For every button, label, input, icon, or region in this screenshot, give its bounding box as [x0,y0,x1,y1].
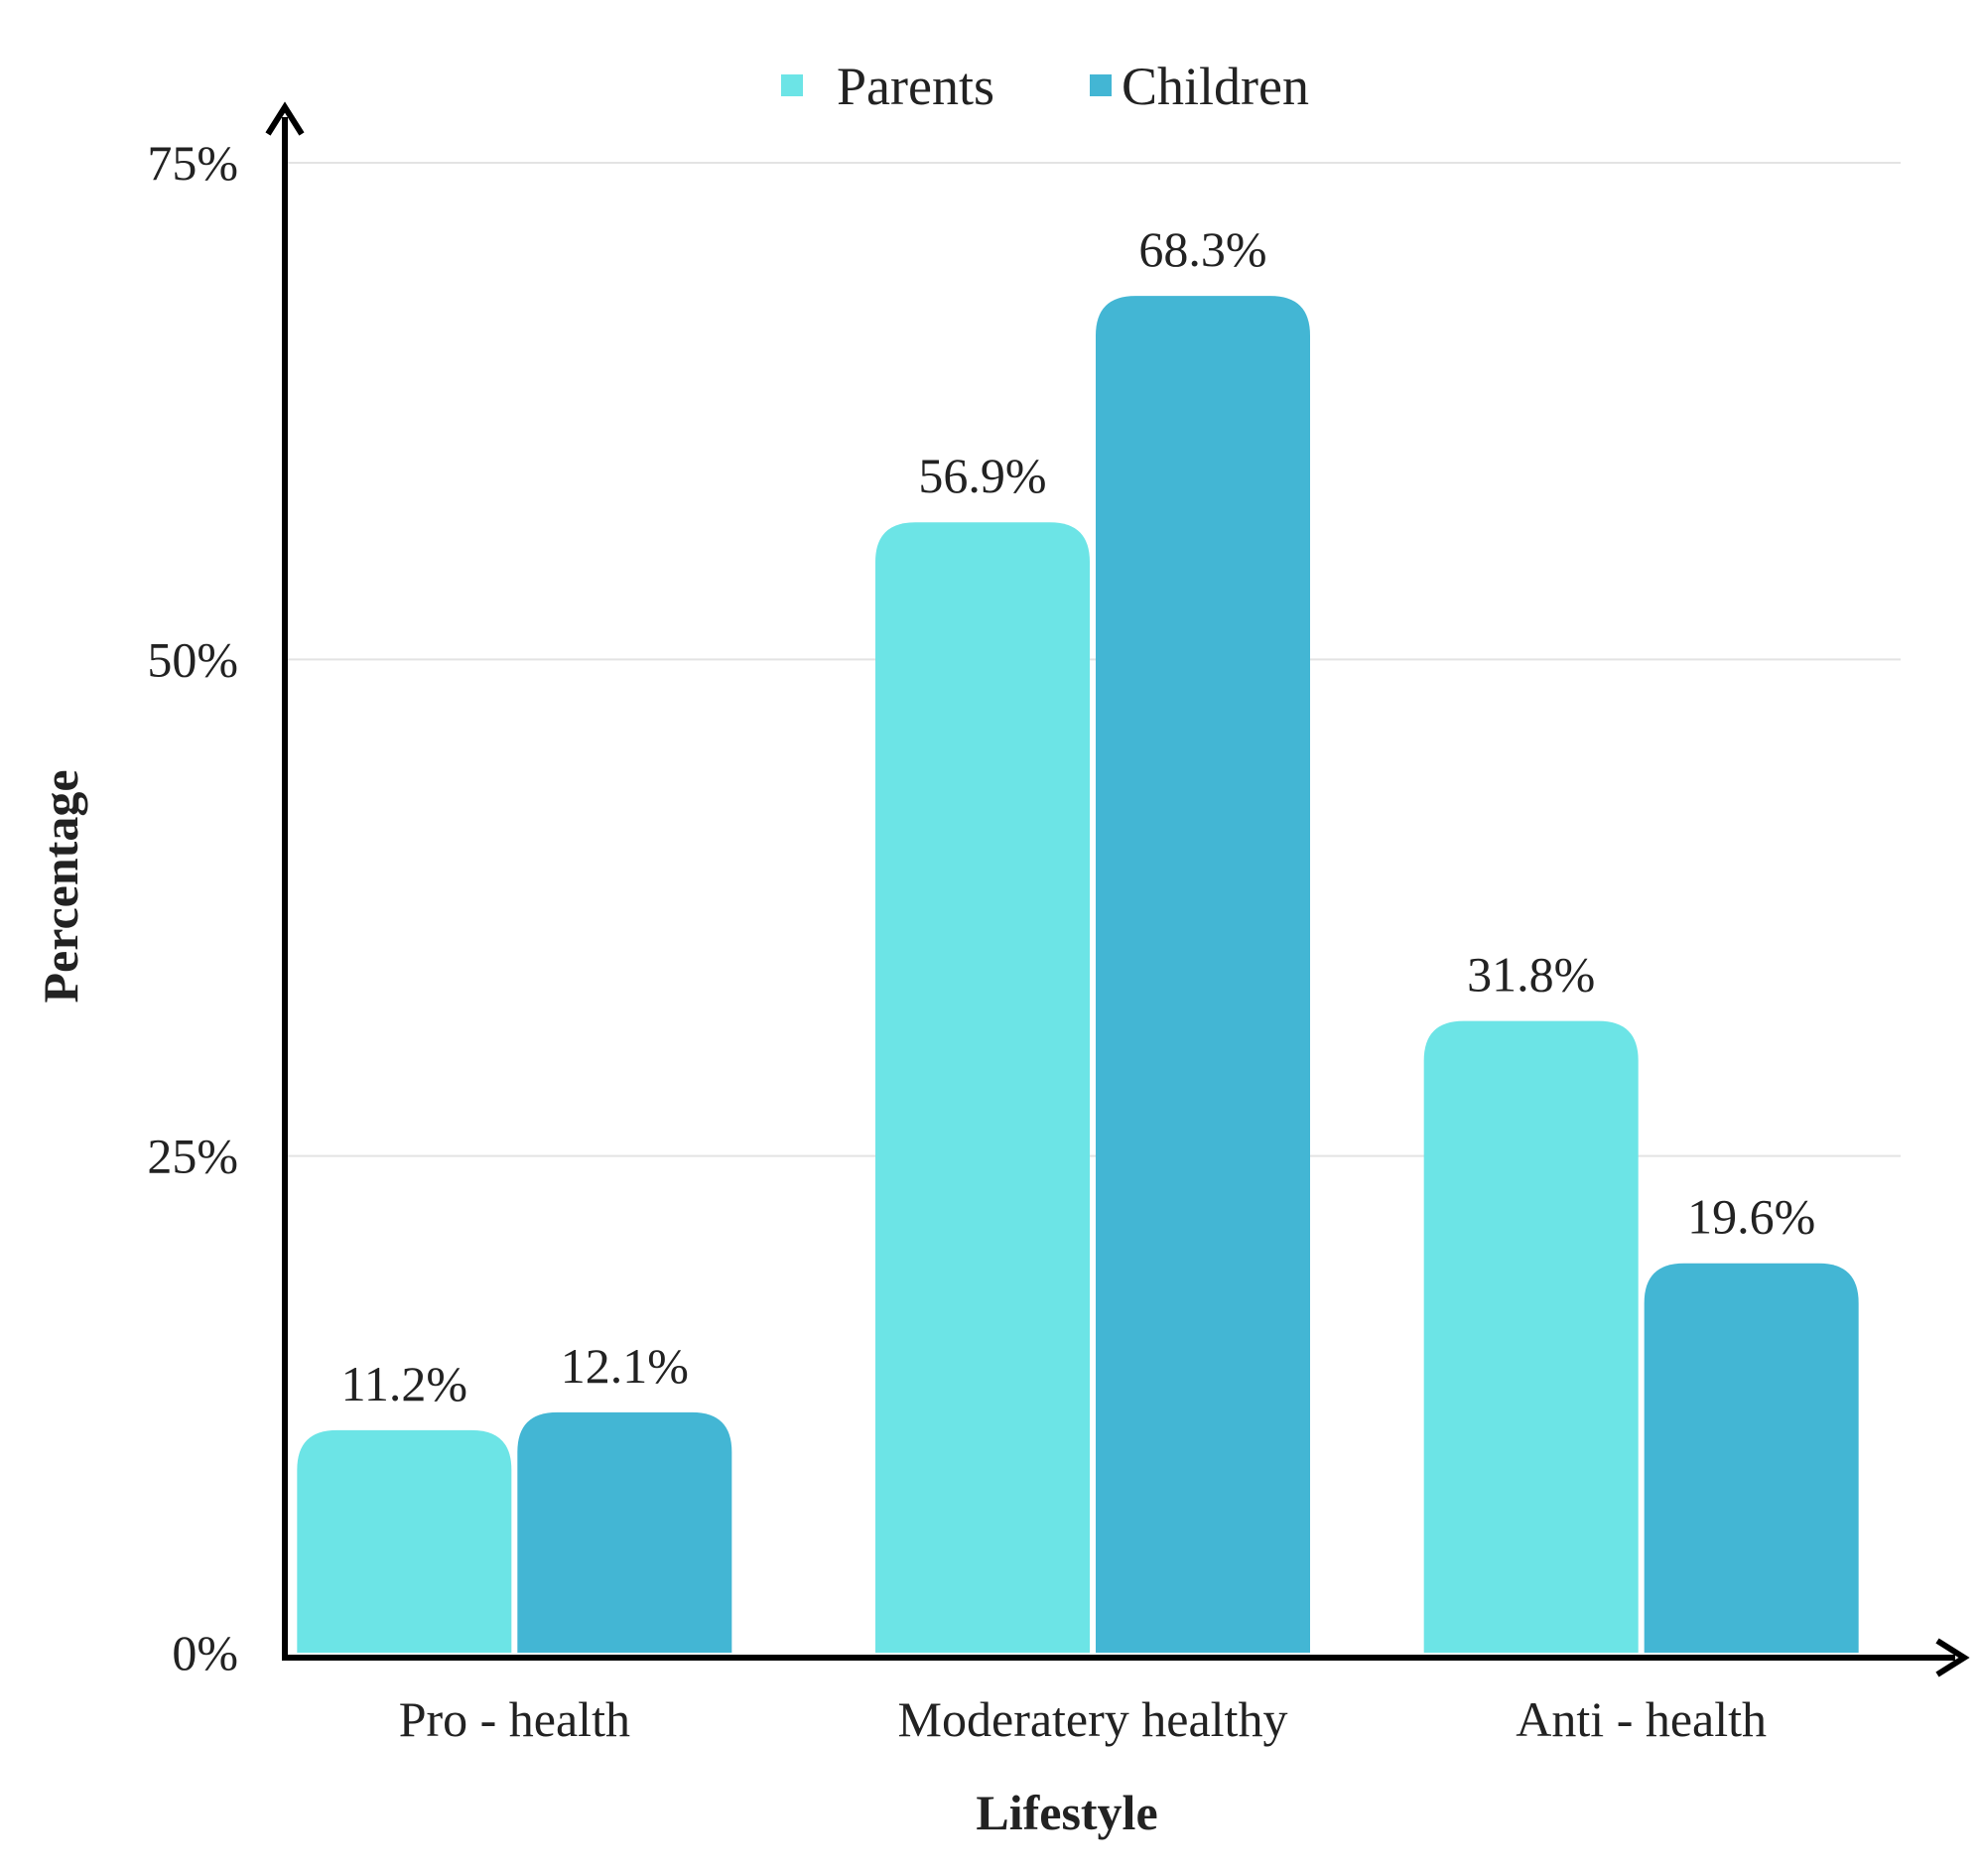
data-label: 68.3% [1138,221,1266,277]
x-axis-title: Lifestyle [976,1785,1157,1840]
grid-lines [285,162,1901,1157]
bar-children [1096,296,1310,1653]
x-category-label: Anti - health [1516,1691,1767,1747]
y-tick-labels: 0% 25% 50% 75% [147,135,238,1680]
data-label: 11.2% [341,1356,467,1411]
data-label: 12.1% [561,1338,689,1394]
bar-parents [875,522,1090,1653]
data-label: 19.6% [1687,1189,1815,1245]
y-tick-label: 75% [147,135,238,191]
legend-label-parents: Parents [837,57,994,116]
category-labels: Pro - health Moderatery healthy Anti - hea… [399,1691,1767,1747]
x-category-label: Moderatery healthy [898,1691,1288,1747]
y-axis-arrow-icon [265,101,305,136]
legend-swatch-children [1090,74,1112,96]
y-axis-title: Percentage [33,769,88,1003]
legend-label-children: Children [1122,57,1309,116]
bar-parents [1423,1020,1639,1653]
x-category-label: Pro - health [399,1691,630,1747]
legend: Parents Children [781,57,1309,116]
bar-parents [297,1429,512,1653]
bar-children [1644,1263,1859,1653]
y-tick-label: 0% [172,1625,238,1680]
x-axis-arrow-icon [1935,1638,1970,1677]
y-tick-label: 50% [147,631,238,687]
data-label: 56.9% [918,448,1046,503]
legend-swatch-parents [781,74,803,96]
data-label: 31.8% [1467,947,1595,1003]
y-tick-label: 25% [147,1129,238,1184]
bars [297,296,1859,1653]
axes [265,101,1970,1677]
data-labels: 11.2% 12.1% 56.9% 68.3% 31.8% 19.6% [341,221,1816,1411]
bar-children [517,1411,732,1653]
